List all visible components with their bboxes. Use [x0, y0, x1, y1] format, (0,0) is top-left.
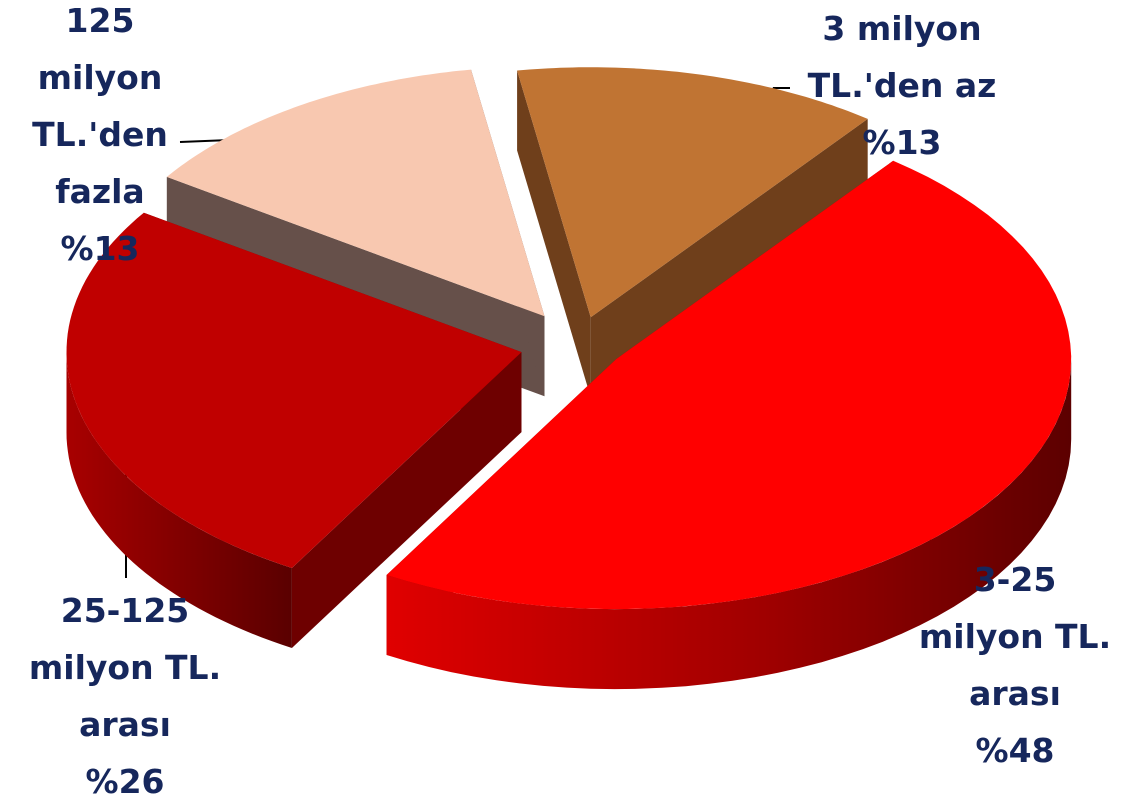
slice-label-1-percent: %48	[975, 731, 1055, 770]
slice-2-top	[66, 212, 522, 568]
slice-label-3-line-3: fazla	[55, 172, 145, 211]
pie-chart-svg	[66, 67, 1072, 690]
slice-label-3-line-0: 125	[65, 1, 135, 40]
slice-label-3: 125 milyon TL.'den fazla %13	[10, 0, 190, 277]
slice-1-outer-wall-0	[386, 359, 1072, 690]
slice-label-0-line-1: TL.'den az	[807, 66, 997, 105]
slice-label-0: 3 milyon TL.'den az %13	[782, 0, 1022, 171]
slice-label-0-line-0: 3 milyon	[822, 9, 982, 48]
slice-label-0-percent: %13	[862, 123, 942, 162]
slice-1	[386, 160, 1072, 690]
slice-3-top	[166, 69, 545, 317]
slice-0-cut-face-0	[517, 70, 591, 398]
slice-label-2-line-0: 25-125	[60, 591, 190, 630]
slice-label-2-line-2: arası	[79, 705, 171, 744]
pie-slices	[66, 67, 1072, 690]
slice-label-3-percent: %13	[60, 229, 140, 268]
slice-label-1-line-2: arası	[969, 674, 1061, 713]
slice-label-1-line-0: 3-25	[973, 560, 1057, 599]
slice-2	[66, 212, 522, 648]
slice-label-3-line-1: milyon	[37, 58, 163, 97]
slice-label-1-line-1: milyon TL.	[918, 617, 1112, 656]
slice-0	[517, 67, 868, 398]
slice-label-2-percent: %26	[85, 762, 165, 801]
slice-label-2: 25-125 milyon TL. arası %26	[5, 582, 245, 810]
slice-0-top	[517, 67, 868, 318]
slice-1-top	[386, 160, 1072, 610]
slice-label-3-line-2: TL.'den	[32, 115, 168, 154]
pie-chart-3d: 3 milyon TL.'den az %13 3-25 milyon TL. …	[10, 0, 1130, 801]
slice-label-2-line-1: milyon TL.	[28, 648, 222, 687]
slice-2-outer-wall-0	[66, 352, 292, 648]
slice-2-cut-face-0	[291, 352, 522, 648]
slice-0-cut-face-1	[590, 118, 868, 398]
slice-label-1: 3-25 milyon TL. arası %48	[900, 551, 1130, 779]
